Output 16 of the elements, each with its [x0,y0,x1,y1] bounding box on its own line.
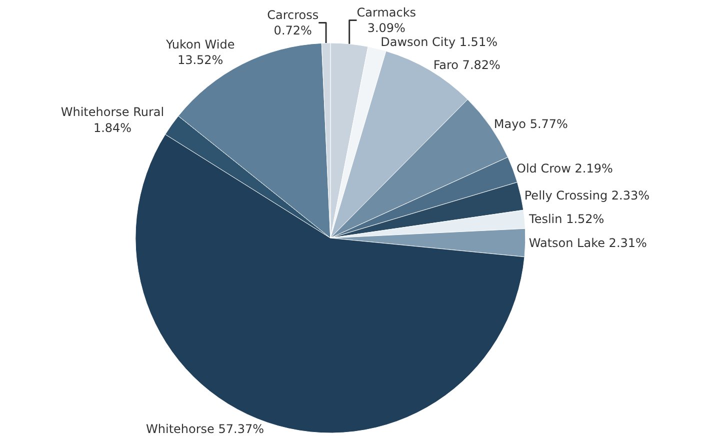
data-label: 13.52% [177,53,224,68]
slice-label: Carmacks [356,5,416,20]
data-label: 0.72% [274,24,312,38]
slice-label: Faro 7.82% [433,58,500,72]
slice-label: Whitehorse 57.37% [146,422,264,436]
slice-label: Whitehorse Rural [60,105,164,120]
slice-label: Pelly Crossing 2.33% [524,188,650,203]
slice-label: Yukon Wide [164,38,235,52]
slice-label: Carcross [267,8,319,22]
data-label: 3.09% [367,21,406,36]
slice-label: Watson Lake 2.31% [528,236,647,250]
slice-label: Old Crow 2.19% [516,162,613,176]
slice-label: Teslin 1.52% [528,212,604,226]
slice-label: Dawson City 1.51% [380,35,498,50]
slice-label: Mayo 5.77% [494,117,568,132]
data-label: 1.84% [93,120,132,135]
